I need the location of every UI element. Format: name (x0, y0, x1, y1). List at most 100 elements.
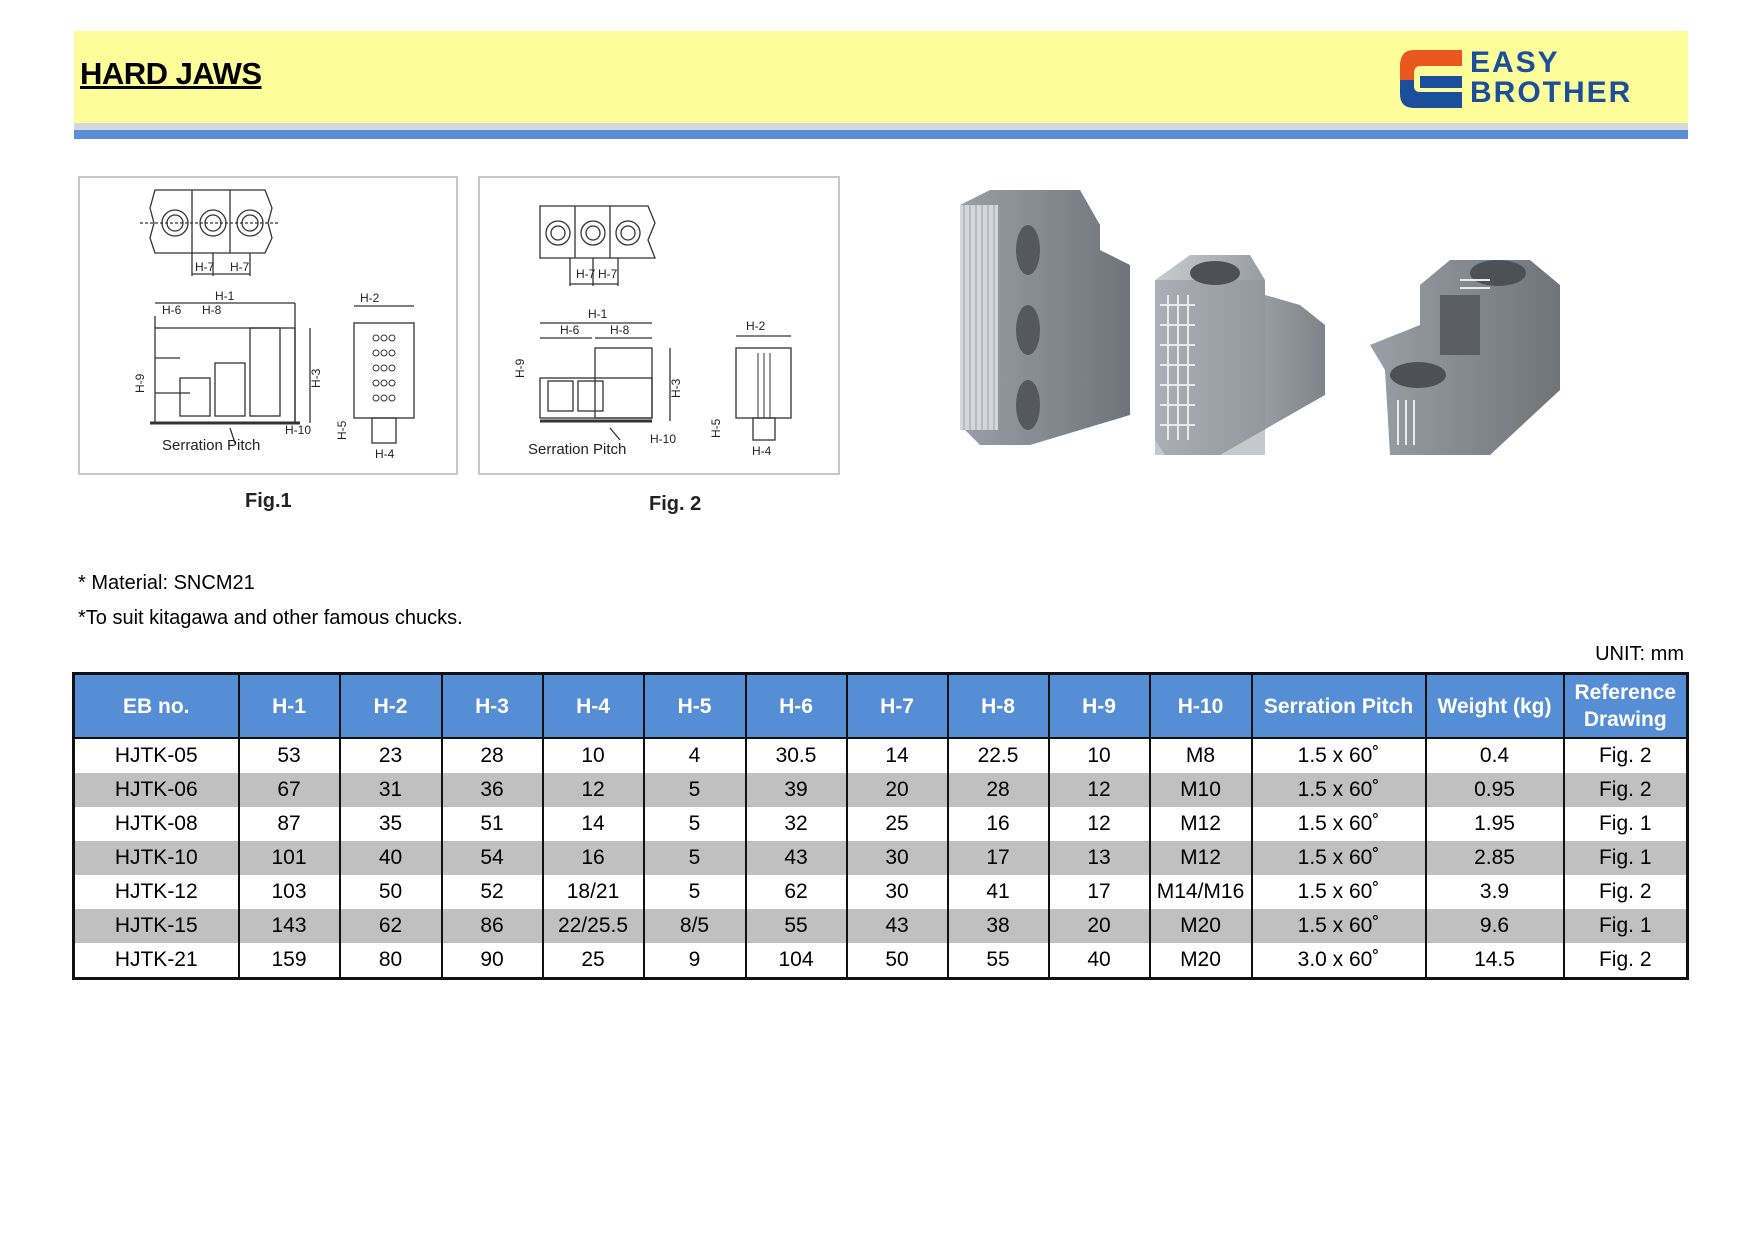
table-cell: 5 (642, 841, 747, 875)
table-row: HJTK-15 143 62 86 22/25.5 8/5 55 43 38 20 M20 1.5 x… (72, 909, 1689, 943)
column-header: H-1 (237, 672, 341, 739)
table-cell: 4 (642, 738, 747, 773)
fig2-label-h4: H-4 (752, 444, 772, 458)
table-cell: HJTK-08 (72, 807, 240, 841)
logo-text-brother: BROTHER (1470, 76, 1633, 109)
column-header: H-7 (845, 672, 949, 739)
table-cell: 28 (946, 773, 1050, 807)
table-cell: 40 (1047, 943, 1151, 979)
table-cell: 5 (642, 773, 747, 807)
table-cell: 103 (237, 875, 341, 909)
table-cell: Fig. 1 (1562, 841, 1689, 875)
table-cell: 16 (541, 841, 645, 875)
table-cell: 143 (237, 909, 341, 943)
table-cell: 30 (845, 841, 949, 875)
table-cell: 9 (642, 943, 747, 979)
fig2-label-h3: H-3 (669, 378, 683, 398)
fig1-label-h7a: H-7 (195, 260, 215, 274)
table-cell: 1.5 x 60˚ (1250, 807, 1427, 841)
table-cell: M12 (1148, 807, 1253, 841)
table-cell: 1.5 x 60˚ (1250, 773, 1427, 807)
table-cell: 43 (744, 841, 848, 875)
table-cell: 8/5 (642, 909, 747, 943)
fig1-label-h6: H-6 (162, 303, 182, 317)
table-cell: M14/M16 (1148, 875, 1253, 909)
fig2-label-h2: H-2 (746, 319, 766, 333)
table-cell: 53 (237, 738, 341, 773)
table-cell: 87 (237, 807, 341, 841)
table-cell: 39 (744, 773, 848, 807)
fig1-label-h9: H-9 (133, 373, 147, 393)
column-header: H-4 (541, 672, 645, 739)
table-row: HJTK-12 103 50 52 18/21 5 62 30 41 17 M14/M16 1.5 x… (72, 875, 1689, 909)
table-header-row: EB no. H-1 H-2 H-3 H-4 H-5 H-6 H-7 H-8 H-9 H-10 Ser… (72, 672, 1689, 739)
fig1-label-serration: Serration Pitch (162, 437, 260, 454)
table-cell: 40 (338, 841, 443, 875)
table-cell: 54 (440, 841, 544, 875)
table-cell: HJTK-15 (72, 909, 240, 943)
fig1-label-h3: H-3 (309, 368, 323, 388)
table-cell: 36 (440, 773, 544, 807)
table-cell: 0.4 (1424, 738, 1565, 773)
table-cell: 32 (744, 807, 848, 841)
fig1-label-h4: H-4 (375, 447, 395, 461)
table-cell: 1.5 x 60˚ (1250, 738, 1427, 773)
table-cell: 17 (946, 841, 1050, 875)
fig2-label-h6: H-6 (560, 323, 580, 337)
brand-logo: EASY BROTHER (1400, 48, 1685, 108)
fig2-label-h10: H-10 (650, 432, 676, 446)
header-divider (74, 123, 1688, 130)
table-cell: M20 (1148, 943, 1253, 979)
table-cell: 0.95 (1424, 773, 1565, 807)
table-cell: 1.5 x 60˚ (1250, 875, 1427, 909)
table-cell: 5 (642, 875, 747, 909)
table-cell: Fig. 2 (1562, 738, 1689, 773)
unit-label: UNIT: mm (1595, 643, 1684, 665)
fig2-label-h8: H-8 (610, 323, 630, 337)
page-title: HARD JAWS (80, 56, 262, 91)
table-cell: 2.85 (1424, 841, 1565, 875)
column-header: Weight (kg) (1424, 672, 1565, 739)
table-cell: Fig. 2 (1562, 875, 1689, 909)
table-cell: 55 (946, 943, 1050, 979)
table-cell: 10 (1047, 738, 1151, 773)
table-cell: 43 (845, 909, 949, 943)
table-cell: 18/21 (541, 875, 645, 909)
table-cell: 52 (440, 875, 544, 909)
table-cell: 25 (541, 943, 645, 979)
table-row: HJTK-05 53 23 28 10 4 30.5 14 22.5 10 M8 1.5 x 60˚ 0… (72, 738, 1689, 773)
fig2-label-h9: H-9 (513, 358, 527, 378)
column-header: H-6 (744, 672, 848, 739)
table-cell: 31 (338, 773, 443, 807)
fig2-label-h7b: H-7 (598, 267, 618, 281)
column-header: H-9 (1047, 672, 1151, 739)
table-cell: Fig. 1 (1562, 807, 1689, 841)
note-compatibility: *To suit kitagawa and other famous chuck… (78, 607, 463, 629)
table-cell: 9.6 (1424, 909, 1565, 943)
table-cell: Fig. 1 (1562, 909, 1689, 943)
table-cell: 13 (1047, 841, 1151, 875)
table-cell: 67 (237, 773, 341, 807)
table-row: HJTK-06 67 31 36 12 5 39 20 28 12 M10 1.5 x 60˚ 0.95… (72, 773, 1689, 807)
table-cell: 1.5 x 60˚ (1250, 909, 1427, 943)
table-cell: Fig. 2 (1562, 943, 1689, 979)
table-cell: 12 (1047, 773, 1151, 807)
table-cell: 28 (440, 738, 544, 773)
table-cell: 41 (946, 875, 1050, 909)
column-header: H-10 (1148, 672, 1253, 739)
column-header: Reference Drawing (1562, 672, 1689, 739)
specifications-table: EB no. H-1 H-2 H-3 H-4 H-5 H-6 H-7 H-8 H-9 H-10 Ser… (72, 672, 1689, 980)
table-cell: HJTK-21 (72, 943, 240, 979)
table-cell: M20 (1148, 909, 1253, 943)
logo-mark-icon (1400, 50, 1462, 108)
table-cell: 55 (744, 909, 848, 943)
table-cell: 101 (237, 841, 341, 875)
column-header: H-2 (338, 672, 443, 739)
table-cell: HJTK-06 (72, 773, 240, 807)
table-row: HJTK-08 87 35 51 14 5 32 25 16 12 M12 1.5 x 60˚ 1.95… (72, 807, 1689, 841)
table-cell: 62 (744, 875, 848, 909)
fig1-label-h5: H-5 (335, 420, 349, 440)
table-cell: 23 (338, 738, 443, 773)
table-cell: 35 (338, 807, 443, 841)
table-cell: 22/25.5 (541, 909, 645, 943)
